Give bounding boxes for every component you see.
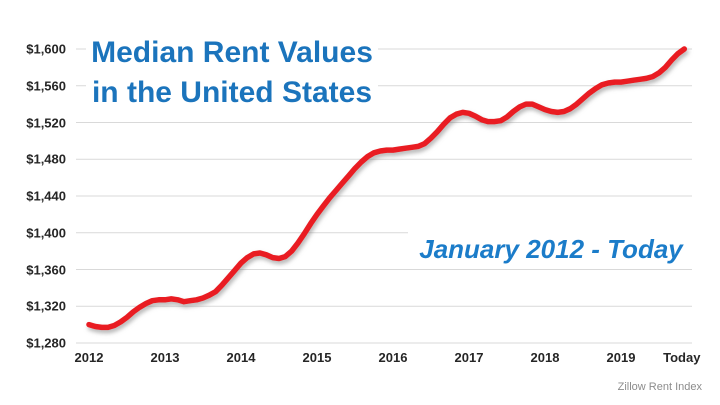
y-axis-label: $1,280 [26,335,66,351]
x-axis-label: 2018 [530,350,560,365]
y-axis-label: $1,560 [26,78,66,94]
y-axis-label: $1,320 [26,298,66,314]
y-axis-label: $1,440 [26,188,66,204]
chart-title-line1: Median Rent Values [91,36,373,69]
chart-title-line2: in the United States [91,76,373,109]
source-attribution: Zillow Rent Index [617,381,702,393]
y-axis-label: $1,360 [26,262,66,277]
x-axis-label: 2014 [226,350,256,365]
y-axis-label: $1,400 [26,225,66,241]
x-axis-label: 2019 [606,350,636,365]
y-axis-label: $1,480 [26,151,66,167]
median-rent-line [86,46,688,331]
x-axis-label: 2017 [454,350,484,365]
x-axis-label: 2013 [150,350,180,365]
chart-title: Median Rent Values in the United States [86,33,378,113]
x-axis-label: 2016 [378,350,408,365]
x-axis-label: 2012 [74,350,104,365]
x-axis-label: Today [663,350,701,365]
y-axis-label: $1,520 [26,115,66,130]
x-axis-label: 2015 [302,350,332,365]
y-axis-label: $1,600 [26,41,66,57]
date-range-label: January 2012 - Today [408,229,694,269]
